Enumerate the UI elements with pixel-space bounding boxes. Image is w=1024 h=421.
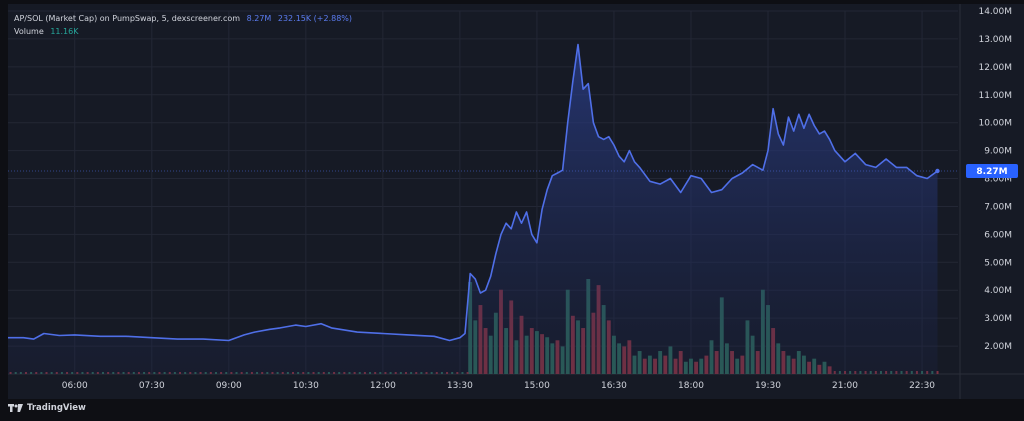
x-tick-label-2: 09:00 [216,381,242,391]
x-tick-label-7: 16:30 [601,381,627,391]
legend-volume-row: Volume 11.16K [14,25,352,38]
x-tick-label-9: 19:30 [755,381,781,391]
market-cap-area [8,44,938,374]
y-tick-label-4: 6.00M [984,230,1012,240]
y-tick-label-12: 14.00M [978,7,1012,17]
y-tick-label-7: 9.00M [984,147,1012,157]
tradingview-logo-icon [8,404,23,412]
legend-change: 232.15K (+2.88%) [277,14,353,23]
y-tick-label-3: 5.00M [984,258,1012,268]
price-tag-box [966,163,1018,178]
pair-label: AP/SOL (Market Cap) on PumpSwap, 5, dexs… [14,14,241,23]
volume-value: 11.16K [50,27,79,36]
y-tick-label-2: 4.00M [984,286,1012,296]
y-tick-label-9: 11.00M [978,91,1012,101]
y-tick-label-0: 2.00M [984,342,1012,352]
y-tick-label-6: 8.00M [984,175,1012,185]
market-cap-chart[interactable]: 2.00M 3.00M 4.00M 5.00M 6.00M 7.00M 8.00M 9.00M… [8,4,1024,399]
tradingview-name: TradingView [27,403,86,413]
last-point-marker [935,168,940,174]
x-tick-label-4: 12:00 [370,381,396,391]
y-tick-label-8: 10.00M [978,119,1012,129]
legend-last-value: 8.27M [246,14,272,23]
chart-panel[interactable]: 2.00M 3.00M 4.00M 5.00M 6.00M 7.00M 8.00M 9.00M… [8,4,1024,399]
legend-price-row: AP/SOL (Market Cap) on PumpSwap, 5, dexs… [14,12,352,25]
price-tag-label: 8.27M [976,167,1007,177]
market-cap-line [8,43,938,342]
x-tick-label-0: 06:00 [62,381,88,391]
x-tick-label-3: 10:30 [293,381,319,391]
y-tick-label-11: 13.00M [978,35,1012,45]
x-tick-label-6: 15:00 [524,381,550,391]
y-tick-label-5: 7.00M [984,202,1012,212]
x-tick-label-10: 21:00 [832,381,858,391]
y-tick-label-1: 3.00M [984,314,1012,324]
chart-legend: AP/SOL (Market Cap) on PumpSwap, 5, dexs… [14,12,352,38]
x-tick-label-5: 13:30 [447,381,473,391]
y-tick-label-10: 12.00M [978,63,1012,73]
x-tick-label-11: 22:30 [909,381,935,391]
x-tick-label-8: 18:00 [678,381,704,391]
volume-label: Volume [14,27,44,36]
x-tick-label-1: 07:30 [139,381,165,391]
tradingview-branding[interactable]: TradingView [8,403,86,413]
